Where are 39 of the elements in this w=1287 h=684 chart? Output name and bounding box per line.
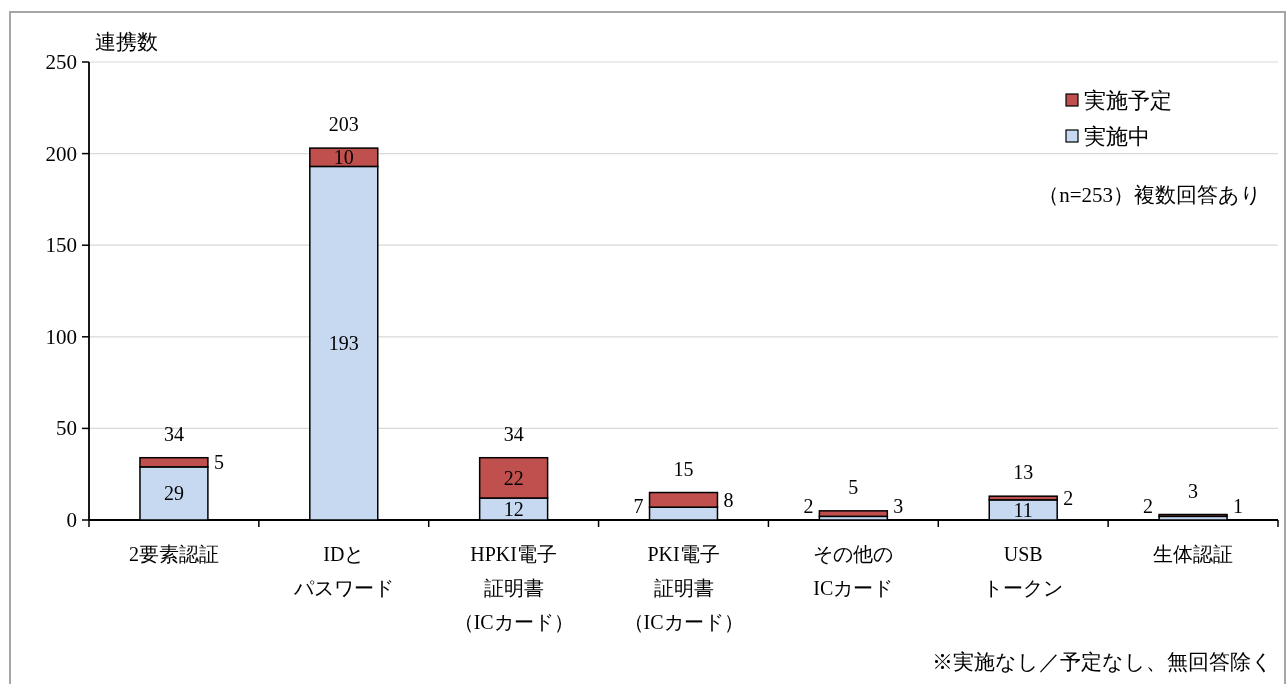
data-label: 5	[213, 451, 224, 474]
data-label: 2	[803, 495, 814, 517]
data-label: 10	[333, 146, 354, 169]
data-label: 29	[163, 482, 184, 505]
total-label: 5	[848, 475, 859, 498]
x-tick-label: IDとパスワード	[292, 543, 394, 599]
data-label: 193	[328, 332, 359, 355]
y-tick-label: 150	[45, 233, 77, 258]
data-label: 1	[1233, 495, 1244, 517]
x-tick-label: USBトークン	[983, 543, 1064, 599]
y-tick-label: 0	[66, 508, 77, 532]
y-tick-label: 200	[45, 141, 77, 166]
data-label: 12	[503, 498, 524, 521]
total-label: 34	[163, 422, 184, 445]
y-tick-label: 100	[45, 324, 77, 349]
x-tick-label: その他のICカード	[813, 543, 894, 599]
data-label: 8	[723, 488, 734, 511]
y-axis-title: 連携数	[95, 30, 158, 54]
data-label: 22	[503, 466, 524, 489]
y-tick-label: 50	[56, 416, 77, 441]
total-label: 34	[503, 422, 524, 445]
legend-label: 実施中	[1084, 123, 1150, 149]
annotation: （n=253）複数回答あり	[1038, 183, 1262, 207]
data-label: 3	[893, 495, 904, 517]
y-tick-label: 250	[45, 50, 77, 74]
x-tick-label: HPKI電子証明書（ICカード）	[453, 543, 574, 633]
total-label: 3	[1188, 479, 1199, 502]
total-label: 203	[328, 113, 359, 136]
x-tick-label: 生体認証	[1153, 543, 1234, 565]
x-tick-label: 2要素認証	[128, 543, 219, 565]
data-label: 7	[633, 495, 644, 517]
data-label: 2	[1063, 487, 1074, 510]
data-label: 11	[1013, 498, 1033, 521]
text: ※実施なし／予定なし、無回答除く	[932, 650, 1273, 674]
x-tick-label: PKI電子証明書（ICカード）	[623, 543, 744, 633]
total-label: 13	[1013, 461, 1034, 484]
data-label: 2	[1143, 495, 1154, 517]
total-label: 15	[673, 457, 694, 480]
legend-label: 実施予定	[1084, 87, 1172, 113]
